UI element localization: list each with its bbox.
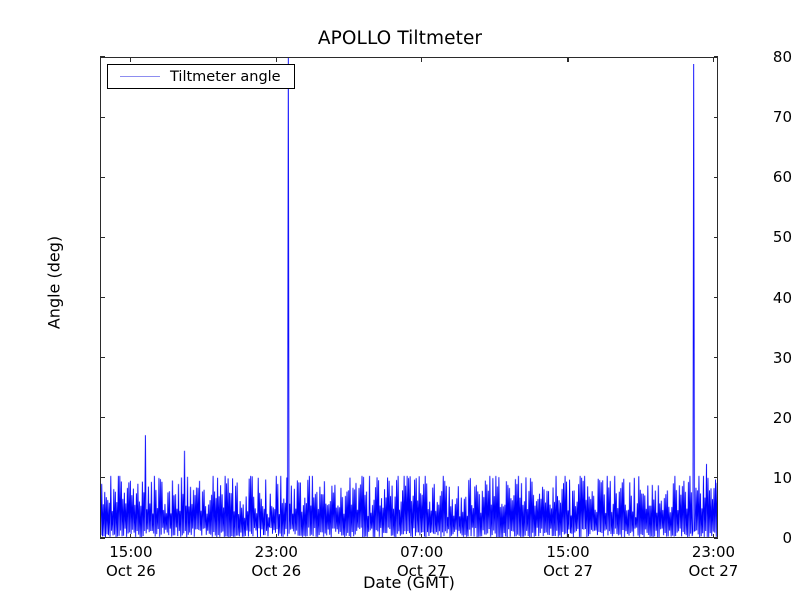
- y-tick-mark: [100, 116, 105, 118]
- y-tick-mark: [100, 236, 105, 238]
- x-tick-label-date: Oct 27: [543, 562, 593, 580]
- x-tick-mark: [712, 533, 715, 538]
- y-tick-mark: [713, 56, 718, 58]
- x-tick-label-time: 15:00: [546, 543, 590, 561]
- y-tick-label: 80: [772, 48, 792, 66]
- x-tick-label-date: Oct 27: [396, 562, 447, 580]
- x-axis-title: Date (GMT): [363, 573, 455, 592]
- x-tick-label-date: Oct 27: [688, 562, 739, 580]
- y-tick-mark: [713, 296, 718, 299]
- x-tick-mark: [130, 533, 132, 538]
- x-tick-label: 15:00 Oct 26: [61, 543, 201, 581]
- legend-label: Tiltmeter angle: [170, 68, 281, 85]
- legend: Tiltmeter angle: [107, 64, 295, 89]
- x-tick-label-time: 23:00: [254, 543, 298, 561]
- y-tick-label: 70: [772, 108, 792, 127]
- x-tick-label-date: Oct 26: [251, 562, 302, 580]
- x-tick-mark: [275, 533, 277, 538]
- y-tick-mark: [713, 116, 718, 118]
- y-tick-mark: [100, 56, 105, 58]
- y-tick-mark: [100, 357, 105, 359]
- chart-title: APOLLO Tiltmeter: [317, 28, 483, 49]
- x-tick-mark: [712, 57, 715, 62]
- y-tick-label: 0: [782, 529, 792, 547]
- x-tick-mark: [130, 57, 132, 62]
- y-tick-label: 20: [772, 408, 792, 427]
- x-tick-mark: [567, 57, 569, 62]
- x-tick-label-time: 15:00: [109, 543, 153, 561]
- y-tick-label: 50: [772, 228, 792, 247]
- x-tick-mark: [275, 57, 277, 62]
- x-tick-label: 07:00 Oct 27: [352, 543, 492, 581]
- y-tick-mark: [100, 417, 105, 419]
- x-tick-label: 23:00 Oct 26: [206, 543, 346, 581]
- y-tick-mark: [100, 176, 105, 178]
- y-axis-title: Angle (deg): [44, 235, 64, 330]
- y-tick-mark: [713, 176, 718, 178]
- y-tick-mark: [713, 537, 718, 539]
- x-tick-label: 15:00 Oct 27: [498, 543, 638, 581]
- y-tick-mark: [713, 417, 718, 419]
- y-tick-mark: [713, 357, 718, 359]
- x-tick-label-time: 07:00: [400, 543, 444, 561]
- x-tick-mark: [421, 57, 423, 62]
- x-tick-label-date: Oct 26: [105, 562, 156, 580]
- plot-area: [100, 57, 718, 538]
- y-tick-label: 40: [772, 288, 792, 307]
- y-tick-label: 10: [772, 468, 792, 487]
- y-tick-mark: [713, 236, 718, 238]
- legend-line-sample: [120, 76, 160, 77]
- x-tick-mark: [421, 533, 423, 538]
- y-tick-mark: [100, 296, 105, 299]
- y-tick-label: 60: [772, 168, 792, 187]
- y-tick-label: 30: [772, 348, 792, 367]
- series-canvas: [101, 58, 717, 537]
- y-tick-mark: [100, 537, 105, 539]
- y-tick-mark: [713, 477, 718, 479]
- x-tick-mark: [567, 533, 569, 538]
- y-tick-mark: [100, 477, 105, 479]
- x-tick-label: 23:00 Oct 27: [643, 543, 783, 581]
- x-tick-label-time: 23:00: [691, 543, 736, 561]
